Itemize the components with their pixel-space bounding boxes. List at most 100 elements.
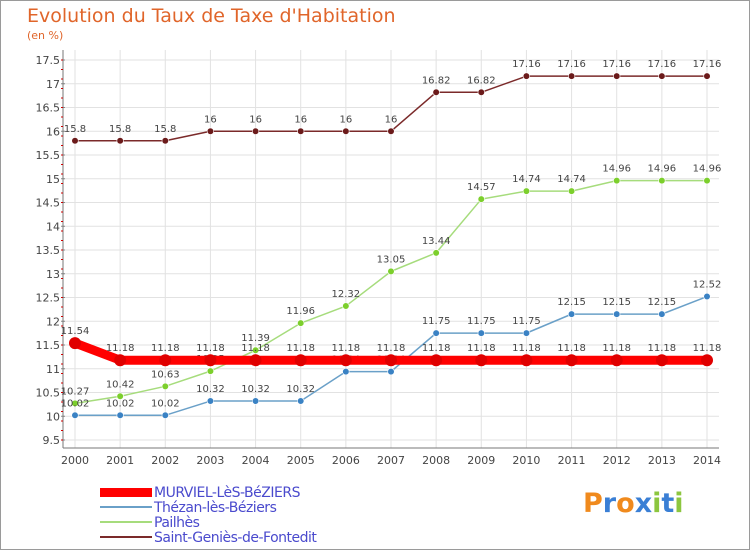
data-label: 11.18 <box>332 343 361 354</box>
x-tick-label: 2008 <box>422 454 450 467</box>
data-point <box>69 337 81 350</box>
data-point <box>658 310 666 318</box>
data-label: 12.15 <box>602 297 631 308</box>
x-tick-label: 2011 <box>558 454 586 467</box>
data-label: 11.18 <box>467 343 496 354</box>
data-label: 12.52 <box>693 280 722 291</box>
data-point <box>251 346 260 354</box>
x-tick-label: 2012 <box>603 454 631 467</box>
y-tick-label: 13 <box>46 268 60 281</box>
data-point <box>703 292 711 301</box>
y-tick-label: 16 <box>46 125 60 138</box>
data-label: 11.18 <box>196 343 225 354</box>
data-point <box>206 127 215 135</box>
data-point <box>297 127 305 135</box>
x-tick-label: 2002 <box>151 454 179 467</box>
data-label: 14.74 <box>557 174 586 185</box>
y-tick-label: 9.5 <box>43 434 61 447</box>
y-tick-label: 12 <box>46 315 60 328</box>
data-point <box>701 354 713 367</box>
logo-letter: x <box>634 488 653 519</box>
x-tick-label: 2007 <box>377 454 405 467</box>
data-point <box>251 127 260 135</box>
data-point <box>520 354 533 367</box>
legend-swatch-thezan <box>100 506 152 508</box>
data-label: 10.63 <box>151 369 180 380</box>
y-tick-label: 10.5 <box>36 387 61 400</box>
data-point <box>567 72 576 80</box>
y-tick-label: 14 <box>46 220 60 233</box>
legend-swatch-murviel <box>100 488 152 497</box>
x-tick-label: 2013 <box>648 454 676 467</box>
logo-letter: P <box>583 488 603 519</box>
legend-swatch-pailhes <box>100 521 152 523</box>
data-point <box>71 399 79 408</box>
data-label: 14.74 <box>512 174 541 185</box>
data-point <box>658 72 666 80</box>
data-label: 15.8 <box>154 124 176 135</box>
data-label: 12.15 <box>557 297 586 308</box>
legend-label-thezan: Thézan-lès-Béziers <box>154 500 277 516</box>
data-label: 13.05 <box>377 254 406 265</box>
data-label: 16 <box>204 114 217 125</box>
data-point <box>161 382 169 390</box>
legend-label-murviel: MURVIEL-LèS-BéZIERS <box>154 485 300 501</box>
data-label: 17.16 <box>557 59 586 70</box>
chart-unit-label: (en %) <box>27 29 64 42</box>
data-point <box>342 127 350 135</box>
data-label: 11.75 <box>467 316 496 327</box>
data-point <box>204 354 217 367</box>
data-label: 11.39 <box>241 333 270 344</box>
legend-label-saint-genies: Saint-Geniès-de-Fontedit <box>154 530 317 546</box>
x-tick-label: 2004 <box>242 454 270 467</box>
data-point <box>297 319 305 327</box>
data-label: 14.57 <box>467 182 496 193</box>
data-point <box>613 310 621 318</box>
data-point <box>613 177 621 185</box>
data-label: 11.18 <box>377 343 406 354</box>
data-label: 12.15 <box>648 297 677 308</box>
data-point <box>477 88 485 96</box>
data-point <box>385 354 397 367</box>
data-point <box>565 354 578 367</box>
data-label: 11.18 <box>422 343 451 354</box>
data-label: 17.16 <box>648 59 677 70</box>
y-tick-label: 14.5 <box>36 197 61 210</box>
data-point <box>655 354 668 367</box>
proxiti-logo: Proxiti <box>583 488 684 519</box>
data-point <box>610 354 623 367</box>
data-point <box>71 137 79 145</box>
data-label: 11.18 <box>241 343 270 354</box>
data-point <box>297 397 305 405</box>
data-point <box>703 177 711 185</box>
data-point <box>477 195 485 203</box>
legend-label-pailhes: Pailhès <box>154 515 200 531</box>
data-point <box>613 72 621 80</box>
data-point <box>522 329 531 337</box>
logo-letter: i <box>674 488 684 519</box>
x-tick-label: 2009 <box>467 454 495 467</box>
data-label: 11.18 <box>286 343 315 354</box>
data-label: 11.18 <box>106 343 135 354</box>
x-tick-label: 2001 <box>106 454 134 467</box>
data-label: 12.32 <box>332 289 361 300</box>
y-tick-label: 11 <box>46 363 60 376</box>
data-label: 11.18 <box>557 343 586 354</box>
data-label: 16 <box>385 114 398 125</box>
data-point <box>206 397 215 405</box>
data-label: 16.82 <box>422 75 451 86</box>
data-label: 10.32 <box>241 384 270 395</box>
data-label: 11.18 <box>512 343 541 354</box>
data-label: 16 <box>249 114 262 125</box>
data-point <box>387 127 395 135</box>
data-label: 10.02 <box>106 398 135 409</box>
data-label: 10.02 <box>151 398 180 409</box>
data-point <box>522 187 531 195</box>
data-label: 10.32 <box>286 384 315 395</box>
x-tick-label: 2010 <box>512 454 540 467</box>
data-point <box>206 367 215 375</box>
data-label: 11.96 <box>286 306 315 317</box>
y-tick-label: 17 <box>46 78 60 91</box>
data-point <box>294 354 307 367</box>
